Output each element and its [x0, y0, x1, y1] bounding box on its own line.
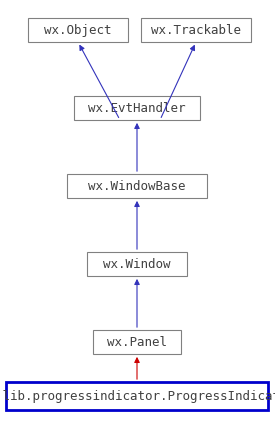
Text: wx.Trackable: wx.Trackable	[151, 24, 241, 36]
FancyBboxPatch shape	[74, 96, 200, 120]
FancyBboxPatch shape	[67, 174, 207, 198]
Text: wx.WindowBase: wx.WindowBase	[88, 179, 186, 192]
Text: wx.Panel: wx.Panel	[107, 335, 167, 349]
FancyBboxPatch shape	[87, 252, 187, 276]
FancyBboxPatch shape	[28, 18, 128, 42]
Text: wx.Object: wx.Object	[44, 24, 112, 36]
Text: wx.Window: wx.Window	[103, 258, 171, 270]
FancyBboxPatch shape	[93, 330, 181, 354]
Text: wx.EvtHandler: wx.EvtHandler	[88, 102, 186, 115]
FancyBboxPatch shape	[6, 382, 268, 410]
Text: wx.lib.progressindicator.ProgressIndicator: wx.lib.progressindicator.ProgressIndicat…	[0, 390, 275, 403]
FancyBboxPatch shape	[141, 18, 251, 42]
